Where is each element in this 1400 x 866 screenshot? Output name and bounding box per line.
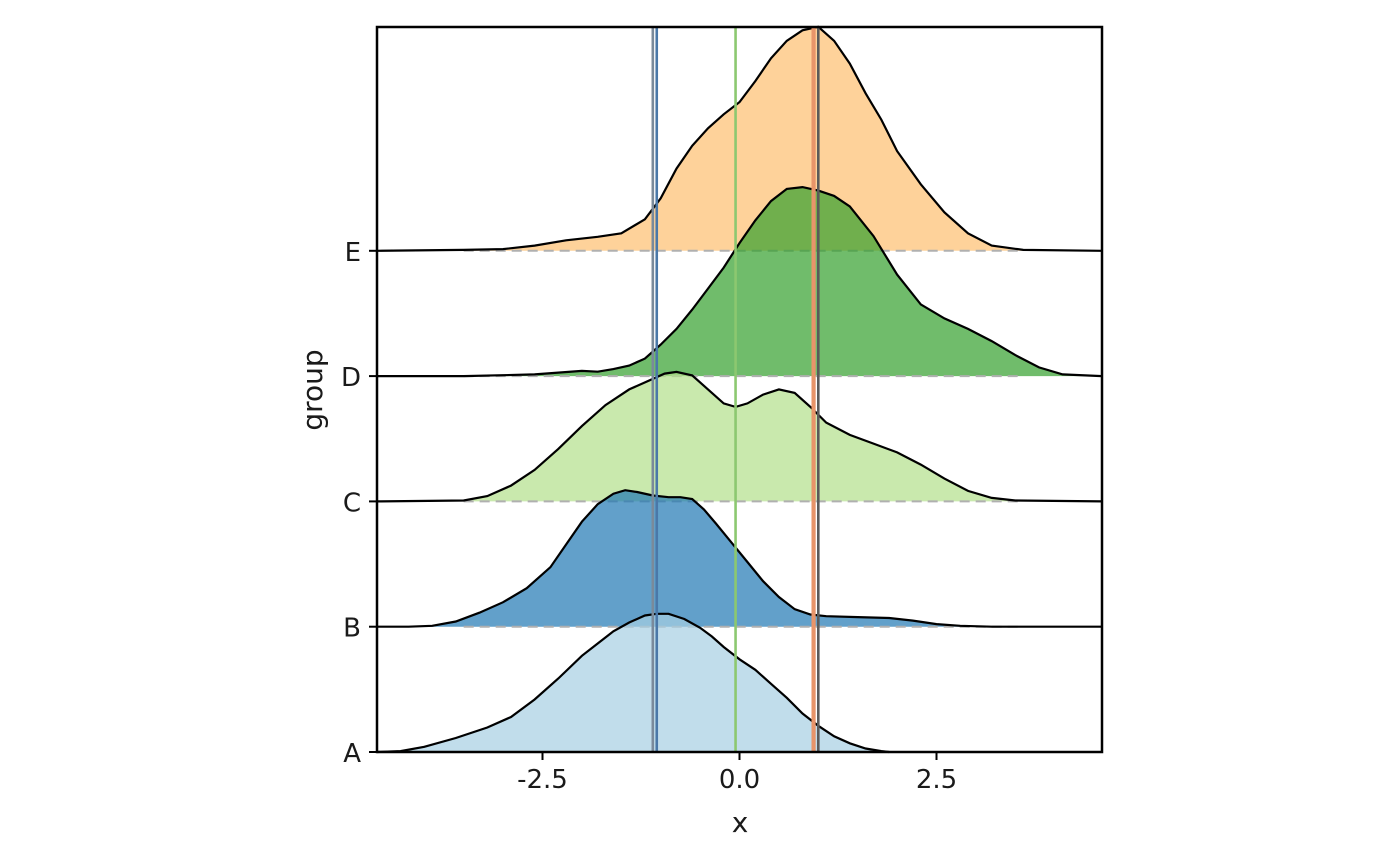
ridge-area-e — [377, 26, 1102, 251]
ridges-layer — [376, 25, 1103, 754]
ridge-outline-a — [376, 612, 890, 754]
ridge-area-a — [377, 613, 890, 752]
ridge-outline-b — [377, 489, 1102, 628]
ridge-c — [376, 370, 1103, 503]
ridge-b — [377, 489, 1102, 628]
x-tick-label: 0.0 — [719, 765, 760, 795]
ridge-area-c — [377, 371, 1102, 502]
y-tick-label-b: B — [343, 614, 361, 644]
ridge-outline-e — [376, 25, 1103, 252]
y-tick-label-e: E — [345, 238, 361, 268]
ridge-d — [377, 185, 1103, 378]
ridge-area-b — [377, 490, 1102, 627]
x-tick-label: 2.5 — [916, 765, 957, 795]
ridge-area-d — [377, 187, 1102, 377]
axis-ticks-layer: -2.5 0.0 2.5 A B C D E — [341, 238, 957, 795]
y-axis-title: group — [296, 349, 329, 430]
y-tick-label-c: C — [343, 488, 361, 518]
x-tick-label: -2.5 — [517, 765, 568, 795]
ridge-a — [376, 612, 1024, 754]
x-axis-title: x — [732, 806, 749, 839]
vertical-lines-layer — [651, 27, 820, 752]
y-tick-label-d: D — [341, 363, 361, 393]
y-tick-label-a: A — [343, 739, 361, 769]
ridge-e — [376, 25, 1103, 252]
ridge-outline-d — [377, 185, 1103, 378]
